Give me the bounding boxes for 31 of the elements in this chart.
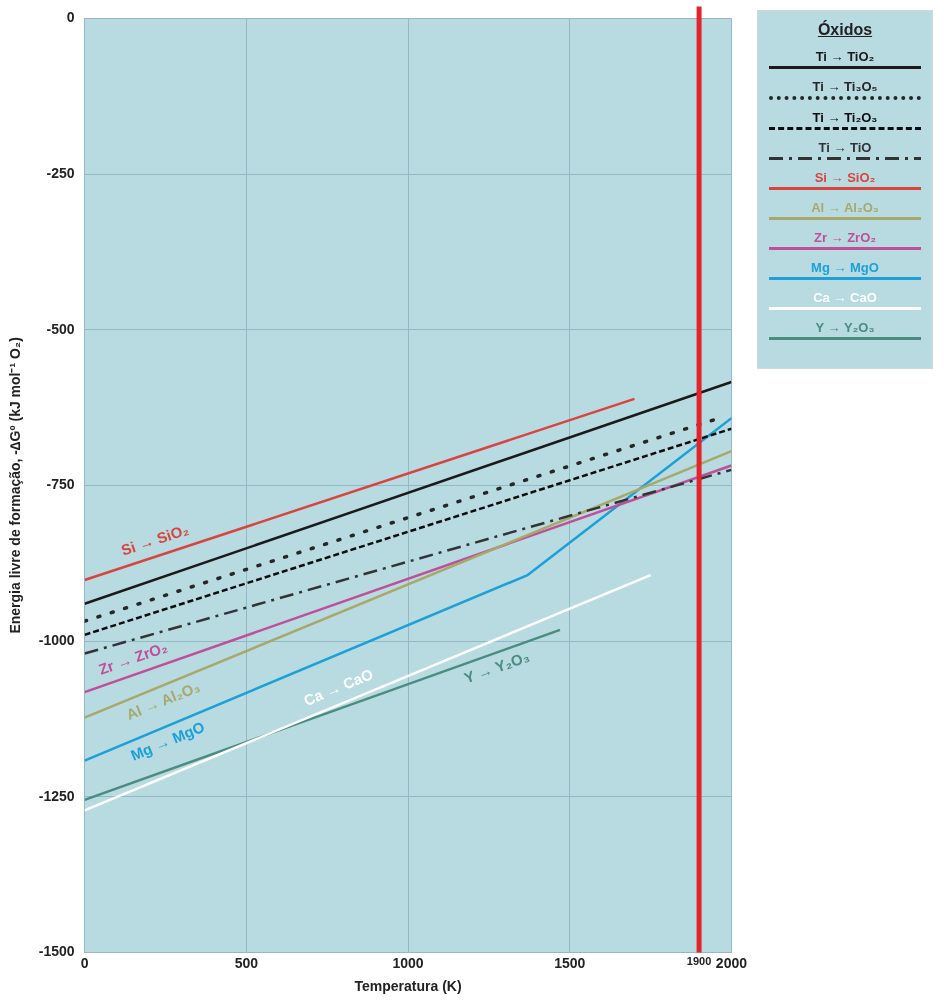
y-tick-label: 0 xyxy=(66,9,75,26)
y-tick-label: -250 xyxy=(46,164,75,181)
y-tick-label: -1500 xyxy=(38,943,75,960)
text: Ti → TiO₂ xyxy=(815,49,875,64)
x-tick-label: 2000 xyxy=(715,954,748,971)
y-tick-label: -750 xyxy=(46,476,75,493)
text: Ca → CaO xyxy=(813,290,877,305)
annotation: Al → Al₂O₃ xyxy=(123,677,203,724)
y-tick-label: -1000 xyxy=(38,631,75,648)
annotation: Zr → ZrO₂ xyxy=(96,638,170,678)
x-tick-label: 1900 xyxy=(686,955,712,968)
annotation: Y → Y₂O₃ xyxy=(461,647,532,687)
annotation: Ca → CaO xyxy=(301,664,376,709)
y-tick-label: -500 xyxy=(46,320,75,337)
x-axis-title: Temperatura (K) xyxy=(354,978,462,995)
y-tick-label: -1250 xyxy=(38,787,75,804)
text: Y → Y₂O₃ xyxy=(815,320,875,335)
x-tick-label: 1000 xyxy=(392,954,424,971)
text: Al → Al₂O₃ xyxy=(811,200,879,215)
legend-title: Óxidos xyxy=(816,21,874,39)
annotation: Si → SiO₂ xyxy=(118,520,191,559)
x-tick-label: 500 xyxy=(234,954,259,971)
text: Mg → MgO xyxy=(811,260,879,275)
text: Ti → Ti₂O₃ xyxy=(812,110,878,125)
text: Zr → ZrO₂ xyxy=(813,230,877,245)
y-axis-title: Energia livre de formação, -∆Gº (kJ mol⁻¹ O₂) xyxy=(7,337,24,634)
text: Ti → Ti₃O₅ xyxy=(812,79,878,94)
text: Ti → TiO xyxy=(818,140,872,155)
text: Si → SiO₂ xyxy=(814,170,876,185)
x-tick-label: 1500 xyxy=(554,954,586,971)
x-tick-label: 0 xyxy=(80,954,89,971)
